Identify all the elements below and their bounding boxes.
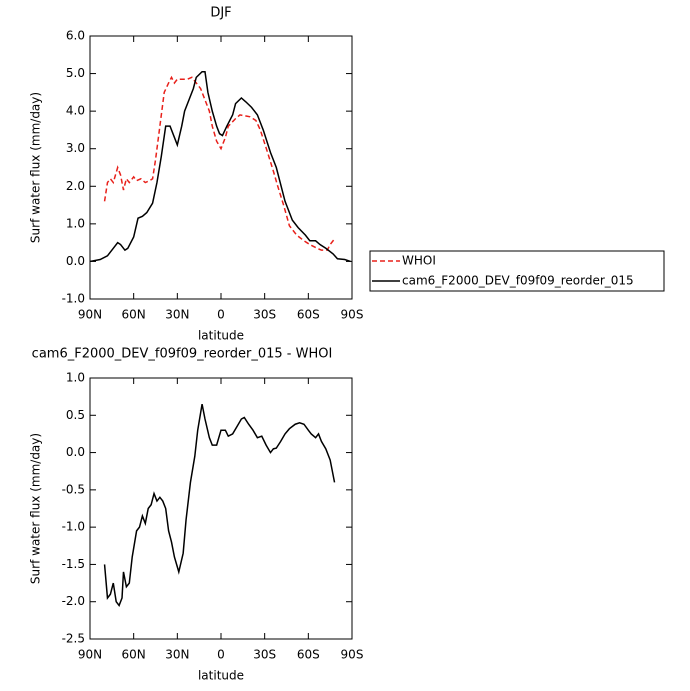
x-tick-label: 60N [122, 308, 146, 322]
y-tick-label: 0.5 [66, 408, 85, 422]
x-tick-label: 30S [253, 648, 276, 662]
x-tick-label: 30S [253, 308, 276, 322]
y-tick-label: -1.0 [62, 520, 85, 534]
y-tick-label: -0.5 [62, 482, 85, 496]
plot-frame [89, 35, 353, 300]
y-tick-label: -2.5 [62, 632, 85, 646]
plot-frame [89, 377, 353, 640]
data-line [89, 70, 351, 263]
y-tick-label: -1.5 [62, 557, 85, 571]
y-tick-label: 1.0 [66, 371, 85, 385]
x-tick-label: 60S [297, 308, 320, 322]
y-tick-label: 3.0 [66, 141, 85, 155]
x-tick-label: 90S [341, 308, 364, 322]
y-tick-label: 2.0 [66, 179, 85, 193]
data-line [103, 75, 336, 251]
y-tick-label: 6.0 [66, 29, 85, 43]
y-tick-label: 0.0 [66, 445, 85, 459]
x-tick-label: 90N [78, 308, 102, 322]
legend-box [369, 250, 665, 292]
y-tick-label: -2.0 [62, 594, 85, 608]
x-axis-label: latitude [198, 669, 244, 683]
chart-title: cam6_F2000_DEV_f09f09_reorder_015 - WHOI [32, 347, 333, 362]
data-line [103, 403, 336, 607]
x-tick-label: 90S [341, 648, 364, 662]
y-tick-label: 5.0 [66, 66, 85, 80]
y-tick-label: 0.0 [66, 254, 85, 268]
x-tick-label: 0 [217, 308, 225, 322]
legend-label: cam6_F2000_DEV_f09f09_reorder_015 [402, 274, 634, 288]
y-tick-label: 4.0 [66, 104, 85, 118]
y-tick-label: -1.0 [62, 292, 85, 306]
y-tick-label: 1.0 [66, 216, 85, 230]
x-tick-label: 30N [165, 308, 189, 322]
x-tick-label: 0 [217, 648, 225, 662]
x-tick-label: 90N [78, 648, 102, 662]
x-tick-label: 30N [165, 648, 189, 662]
y-axis-label: Surf water flux (mm/day) [29, 92, 43, 243]
x-axis-label: latitude [198, 329, 244, 343]
x-tick-label: 60S [297, 648, 320, 662]
chart-title: DJF [210, 6, 231, 21]
x-tick-label: 60N [122, 648, 146, 662]
legend-label: WHOI [402, 254, 436, 268]
y-axis-label: Surf water flux (mm/day) [29, 433, 43, 584]
